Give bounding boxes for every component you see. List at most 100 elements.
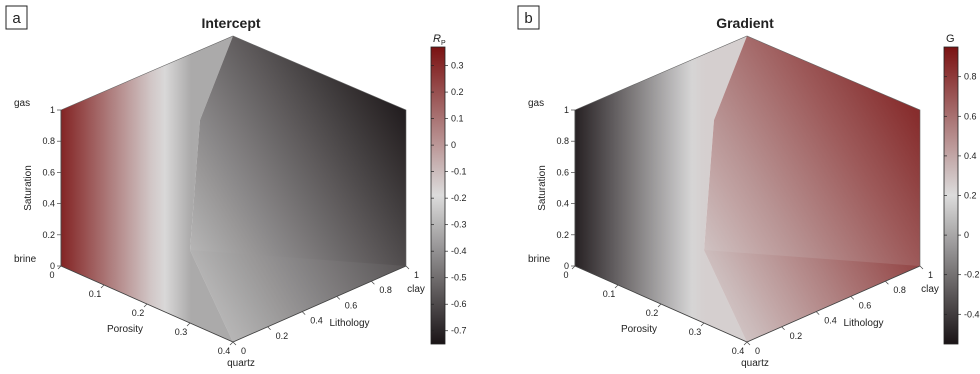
- bottom-face: [190, 250, 406, 342]
- colorbar-tick-label: -0.1: [451, 167, 467, 177]
- saturation-end-label-brine: brine: [14, 254, 37, 265]
- lithology-tick-label: 0.4: [824, 316, 837, 326]
- colorbar-tick-label: -0.5: [451, 273, 467, 283]
- lithology-tick: [885, 280, 889, 285]
- saturation-tick-label: 0.8: [42, 136, 55, 146]
- porosity-tick-label: 0.3: [175, 327, 188, 337]
- lithology-tick: [815, 311, 820, 315]
- colorbar-tick-label: 0.6: [964, 111, 977, 121]
- saturation-tick-label: 0.4: [42, 199, 55, 209]
- colorbar-tick-label: -0.7: [451, 326, 467, 336]
- colorbar: [430, 46, 446, 345]
- saturation-tick-label: 0.2: [556, 230, 569, 240]
- lithology-axis-line: [746, 265, 921, 343]
- colorbar-tick-label: -0.4: [451, 246, 467, 256]
- lithology-axis-line: [232, 265, 407, 343]
- porosity-tick-label: 0.1: [89, 289, 102, 299]
- porosity-tick: [700, 322, 705, 327]
- lithology-tick: [746, 341, 751, 346]
- porosity-tick-label: 0: [49, 270, 54, 280]
- colorbar-tick-label: 0.4: [964, 151, 977, 161]
- lithology-tick: [850, 296, 855, 300]
- colorbar-label: R: [433, 33, 441, 45]
- lithology-tick: [301, 311, 306, 315]
- porosity-tick: [143, 303, 148, 308]
- porosity-tick: [186, 322, 191, 327]
- colorbar-tick-label: 0.2: [451, 87, 464, 97]
- saturation-axis-label: Saturation: [537, 165, 548, 211]
- porosity-tick: [57, 265, 62, 270]
- saturation-tick-label: 0.2: [42, 230, 55, 240]
- lithology-tick-label: 0: [755, 346, 760, 356]
- saturation-tick-label: 1: [50, 105, 55, 115]
- colorbar-label-subscript: P: [441, 40, 446, 47]
- saturation-tick-label: 0: [50, 261, 55, 271]
- saturation-end-label-gas: gas: [528, 98, 544, 109]
- lithology-tick: [232, 341, 237, 346]
- lithology-tick: [919, 265, 924, 270]
- porosity-tick: [657, 303, 662, 308]
- porosity-tick-label: 0: [563, 270, 568, 280]
- colorbar-tick-label: -0.2: [964, 270, 980, 280]
- saturation-tick-label: 0.6: [556, 167, 569, 177]
- porosity-tick: [743, 341, 748, 346]
- porosity-tick: [614, 284, 619, 289]
- lithology-tick: [336, 296, 341, 300]
- lithology-end-label-clay: clay: [407, 284, 425, 295]
- porosity-tick: [100, 284, 105, 289]
- lithology-tick: [405, 265, 410, 270]
- chart-title: Gradient: [716, 15, 774, 31]
- porosity-tick-label: 0.4: [732, 346, 745, 356]
- panel-letter-box: [5, 5, 28, 30]
- porosity-tick-label: 0.3: [689, 327, 702, 337]
- lithology-axis-label: Lithology: [843, 318, 883, 329]
- lithology-tick-label: 1: [928, 270, 933, 280]
- saturation-tick-label: 0.4: [556, 199, 569, 209]
- lithology-tick-label: 0.4: [310, 316, 323, 326]
- left-face: [61, 36, 233, 342]
- lithology-tick-label: 0.6: [859, 300, 872, 310]
- lithology-tick-label: 0: [241, 346, 246, 356]
- saturation-end-label-gas: gas: [14, 98, 30, 109]
- lithology-end-label-quartz: quartz: [227, 358, 255, 369]
- lithology-tick: [781, 326, 785, 331]
- saturation-tick-label: 0.6: [42, 167, 55, 177]
- saturation-end-label-brine: brine: [528, 254, 551, 265]
- saturation-tick-label: 0: [564, 261, 569, 271]
- colorbar-tick-label: 0.1: [451, 114, 464, 124]
- panel-letter-box: [517, 5, 540, 30]
- porosity-tick: [229, 341, 234, 346]
- porosity-tick-label: 0.1: [603, 289, 616, 299]
- lithology-end-label-quartz: quartz: [741, 358, 769, 369]
- colorbar-tick-label: 0.2: [964, 191, 977, 201]
- porosity-tick: [571, 265, 576, 270]
- colorbar-tick-label: 0: [964, 230, 969, 240]
- panel-letter: b: [524, 10, 532, 27]
- colorbar-label: G: [946, 33, 955, 45]
- chart-title: Intercept: [201, 15, 260, 31]
- lithology-tick-label: 0.8: [379, 285, 392, 295]
- porosity-tick-label: 0.4: [218, 346, 231, 356]
- porosity-axis-label: Porosity: [107, 324, 143, 335]
- saturation-tick-label: 0.8: [556, 136, 569, 146]
- colorbar-tick-label: -0.6: [451, 299, 467, 309]
- lithology-tick-label: 0.2: [276, 331, 289, 341]
- colorbar-tick-label: -0.3: [451, 220, 467, 230]
- lithology-tick-label: 1: [414, 270, 419, 280]
- porosity-tick-label: 0.2: [646, 308, 659, 318]
- lithology-axis-label: Lithology: [329, 318, 369, 329]
- saturation-tick-label: 1: [564, 105, 569, 115]
- porosity-tick-label: 0.2: [132, 308, 145, 318]
- colorbar-tick-label: -0.2: [451, 193, 467, 203]
- porosity-axis-label: Porosity: [621, 324, 657, 335]
- lithology-tick-label: 0.6: [345, 300, 358, 310]
- lithology-tick: [267, 326, 271, 331]
- colorbar-tick-label: 0: [451, 140, 456, 150]
- lithology-tick-label: 0.8: [893, 285, 906, 295]
- lithology-end-label-clay: clay: [921, 284, 939, 295]
- panel-letter: a: [12, 10, 21, 27]
- colorbar-tick-label: 0.8: [964, 72, 977, 82]
- colorbar-tick-label: -0.4: [964, 309, 980, 319]
